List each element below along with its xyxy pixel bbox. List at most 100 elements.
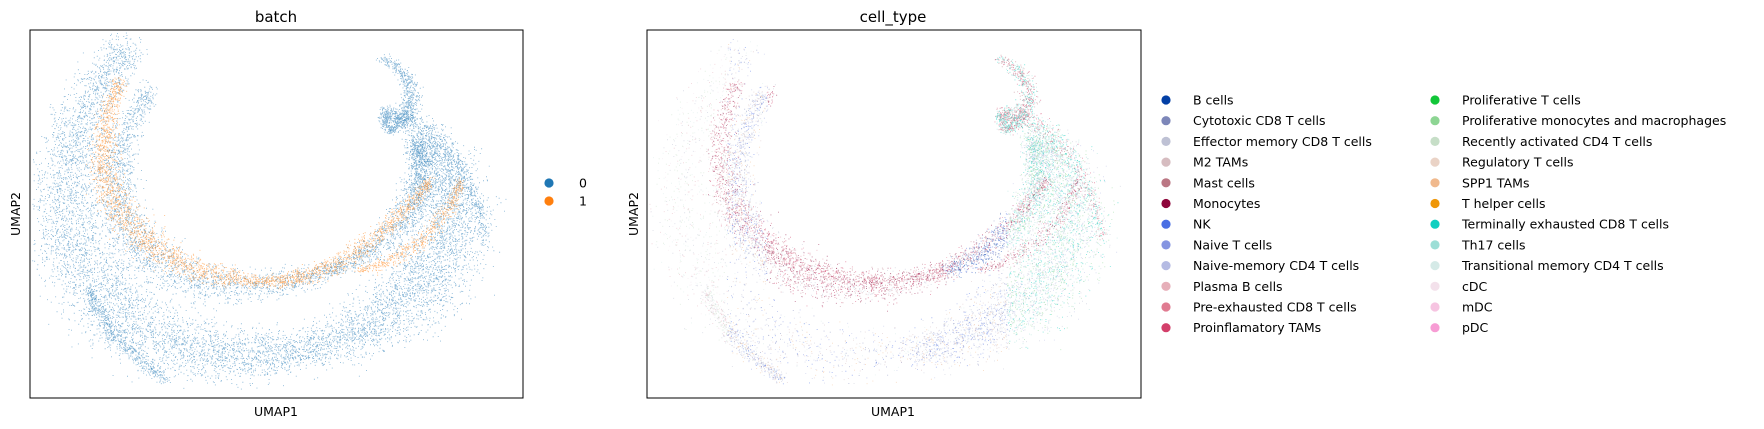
scatter-point-cloud — [998, 54, 1041, 132]
legend-batch: 01 — [544, 176, 587, 209]
legend-label-cell-type-22: mDC — [1462, 300, 1493, 315]
legend-marker-cell-type-19 — [1430, 240, 1440, 250]
scatter-point-cloud — [997, 57, 1041, 136]
scatter-point-cloud — [706, 286, 785, 383]
x-axis-label-cell-type: UMAP1 — [871, 404, 915, 419]
legend-marker-cell-type-0 — [1161, 95, 1171, 105]
scatter-point-cloud — [727, 93, 767, 283]
legend-label-cell-type-23: pDC — [1462, 320, 1489, 335]
legend-label-cell-type-9: Plasma B cells — [1193, 279, 1283, 294]
scatter-point-cloud — [727, 86, 768, 275]
legend-label-cell-type-15: Regulatory T cells — [1462, 155, 1574, 170]
legend-marker-batch-0 — [544, 178, 554, 188]
scatter-point-cloud — [727, 46, 917, 384]
scatter-points-cell-type — [649, 39, 1121, 386]
scatter-point-cloud — [248, 177, 436, 290]
legend-label-cell-type-5: Monocytes — [1193, 196, 1260, 211]
legend-label-cell-type-19: Th17 cells — [1461, 237, 1525, 252]
scatter-point-cloud — [1007, 135, 1052, 250]
legend-label-cell-type-18: Terminally exhausted CD8 T cells — [1461, 217, 1669, 232]
legend-label-cell-type-8: Naive-memory CD4 T cells — [1193, 258, 1359, 273]
scatter-point-cloud — [652, 41, 922, 376]
legend-label-cell-type-14: Recently activated CD4 T cells — [1462, 134, 1652, 149]
legend-label-cell-type-1: Cytotoxic CD8 T cells — [1193, 113, 1325, 128]
legend-label-batch-0: 0 — [579, 176, 587, 191]
scatter-point-cloud — [898, 119, 1118, 379]
panel-title-cell-type: cell_type — [860, 8, 927, 27]
legend-marker-cell-type-4 — [1161, 178, 1171, 188]
legend-label-cell-type-2: Effector memory CD8 T cells — [1193, 134, 1372, 149]
scatter-point-cloud — [375, 53, 424, 136]
legend-marker-cell-type-16 — [1430, 178, 1440, 188]
legend-marker-cell-type-23 — [1430, 323, 1440, 333]
legend-marker-cell-type-14 — [1430, 136, 1440, 146]
legend-label-cell-type-10: Pre-exhausted CD8 T cells — [1193, 300, 1357, 315]
legend-label-cell-type-0: B cells — [1193, 93, 1234, 108]
legend-marker-cell-type-17 — [1430, 198, 1440, 209]
legend-marker-cell-type-2 — [1161, 136, 1171, 146]
scatter-point-cloud — [703, 291, 728, 329]
scatter-point-cloud — [357, 177, 465, 276]
y-axis-label-batch: UMAP2 — [8, 192, 23, 236]
scatter-points-batch — [32, 32, 507, 390]
legend-marker-cell-type-3 — [1161, 157, 1171, 167]
scatter-point-cloud — [325, 134, 440, 278]
legend-label-cell-type-4: Mast cells — [1193, 175, 1255, 190]
legend-label-cell-type-6: NK — [1193, 217, 1211, 232]
legend-marker-cell-type-13 — [1430, 116, 1440, 126]
scatter-point-cloud — [767, 91, 959, 308]
scatter-point-cloud — [727, 47, 931, 384]
y-axis-label-cell-type: UMAP2 — [626, 192, 641, 236]
legend-label-cell-type-3: M2 TAMs — [1193, 155, 1248, 170]
scatter-point-cloud — [85, 287, 170, 384]
scatter-point-cloud — [1007, 124, 1115, 351]
scatter-point-cloud — [284, 117, 507, 380]
scatter-point-cloud — [901, 234, 1008, 370]
scatter-point-cloud — [85, 77, 258, 289]
plot-frame-cell-type — [646, 29, 1142, 399]
legend-label-cell-type-20: Transitional memory CD4 T cells — [1461, 258, 1664, 273]
scatter-point-cloud — [727, 321, 785, 385]
legend-marker-cell-type-6 — [1161, 219, 1171, 229]
scatter-point-cloud — [32, 32, 319, 390]
legend-marker-batch-1 — [544, 196, 554, 206]
legend-marker-cell-type-9 — [1161, 281, 1171, 291]
legend-marker-cell-type-18 — [1430, 219, 1440, 229]
scatter-point-cloud — [1007, 135, 1052, 248]
legend-marker-cell-type-20 — [1430, 261, 1440, 271]
scatter-point-cloud — [941, 213, 1008, 278]
scatter-point-cloud — [727, 39, 939, 379]
legend-marker-cell-type-11 — [1161, 323, 1171, 333]
panel-title-batch: batch — [255, 8, 297, 26]
scatter-point-cloud — [709, 138, 728, 250]
legend-label-cell-type-16: SPP1 TAMs — [1462, 175, 1529, 190]
scatter-point-cloud — [649, 63, 728, 336]
scatter-point-cloud — [712, 148, 728, 236]
legend-marker-cell-type-8 — [1161, 261, 1171, 271]
scatter-point-cloud — [707, 83, 867, 287]
legend-marker-cell-type-1 — [1161, 116, 1171, 126]
legend-label-cell-type-7: Naive T cells — [1193, 237, 1272, 252]
scatter-point-cloud — [900, 267, 1008, 371]
panel-cell-type: cell_type UMAP1 UMAP2 B cells Cytotoxic C… — [626, 8, 1726, 419]
legend-marker-cell-type-21 — [1430, 281, 1440, 291]
scatter-point-cloud — [1007, 136, 1051, 246]
legend-marker-cell-type-10 — [1161, 302, 1171, 312]
scatter-point-cloud — [728, 331, 783, 379]
legend-label-cell-type-11: Proinflamatory TAMs — [1193, 320, 1321, 335]
legend-marker-cell-type-15 — [1430, 157, 1440, 167]
scatter-point-cloud — [704, 292, 728, 342]
legend-label-cell-type-12: Proliferative T cells — [1462, 93, 1581, 108]
legend-marker-cell-type-5 — [1161, 198, 1171, 209]
legend-cell-type: B cells Cytotoxic CD8 T cells Effector mem… — [1161, 93, 1726, 335]
panel-batch: batch UMAP1 UMAP2 01 — [8, 8, 587, 419]
legend-label-cell-type-21: cDC — [1462, 279, 1487, 294]
x-axis-label-batch: UMAP1 — [254, 404, 298, 419]
legend-label-batch-1: 1 — [579, 194, 587, 209]
scatter-point-cloud — [710, 81, 876, 285]
scatter-point-cloud — [1007, 123, 1119, 349]
plot-frame-batch — [29, 29, 524, 399]
legend-marker-cell-type-7 — [1161, 240, 1171, 250]
scatter-point-cloud — [994, 56, 1042, 136]
